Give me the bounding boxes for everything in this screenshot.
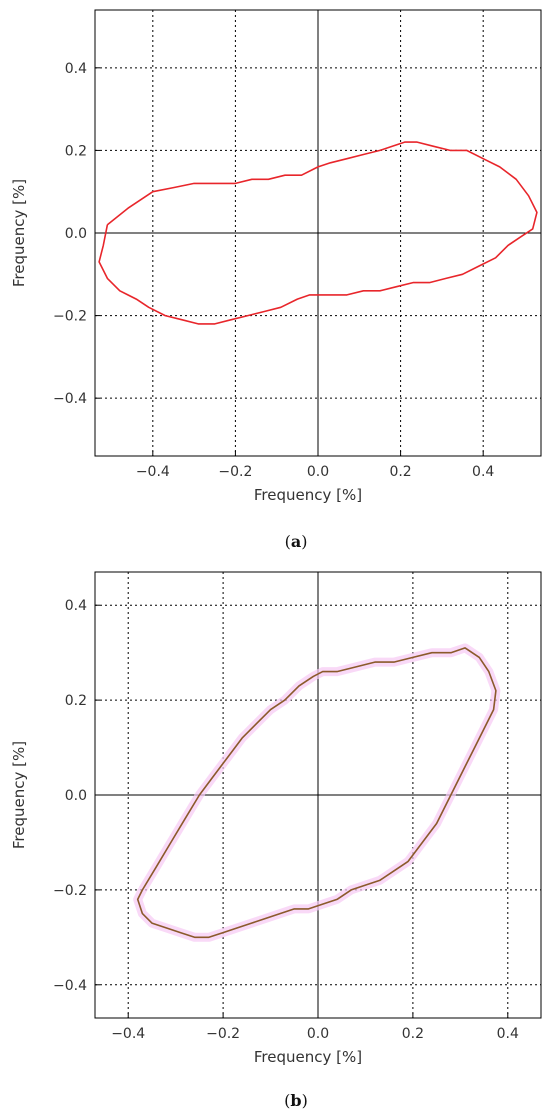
y-tick-label: 0.0 (65, 226, 87, 242)
x-tick-label: 0.0 (307, 464, 329, 480)
x-tick-label: 0.2 (389, 464, 411, 480)
y-tick-label: −0.4 (53, 978, 87, 994)
series-line (98, 141, 538, 325)
series-halo (133, 643, 501, 942)
x-axis-title: Frequency [%] (254, 1048, 362, 1066)
y-tick-label: 0.2 (65, 693, 87, 709)
y-tick-label: −0.4 (53, 391, 87, 407)
x-tick-label: 0.2 (402, 1026, 424, 1042)
panel-caption: (a) (285, 532, 308, 551)
chart-panel-b: −0.4 −0.2 0.0 0.2 0.4 −0.4 −0.2 0.0 0.2 0.4 Freque… (10, 571, 542, 1110)
y-tick-label: 0.2 (65, 143, 87, 159)
panel-caption: (b) (284, 1091, 308, 1110)
y-tick-label: 0.0 (65, 788, 87, 804)
x-tick-label: −0.4 (136, 464, 170, 480)
y-axis-title: Frequency [%] (10, 741, 28, 849)
y-axis-title: Frequency [%] (10, 179, 28, 287)
x-tick-label: 0.4 (497, 1026, 519, 1042)
y-tick-label: −0.2 (53, 883, 87, 899)
x-tick-label: −0.4 (111, 1026, 145, 1042)
x-tick-label: −0.2 (206, 1026, 240, 1042)
y-tick-label: 0.4 (65, 61, 87, 77)
y-tick-label: 0.4 (65, 598, 87, 614)
x-tick-label: 0.4 (472, 464, 494, 480)
x-tick-label: 0.0 (307, 1026, 329, 1042)
chart-panel-a: −0.4 −0.2 0.0 0.2 0.4 −0.4 −0.2 0.0 0.2 0.4 Freque… (10, 9, 542, 551)
x-tick-label: −0.2 (218, 464, 252, 480)
y-tick-label: −0.2 (53, 309, 87, 325)
series-line (136, 647, 497, 939)
x-axis-title: Frequency [%] (254, 486, 362, 504)
